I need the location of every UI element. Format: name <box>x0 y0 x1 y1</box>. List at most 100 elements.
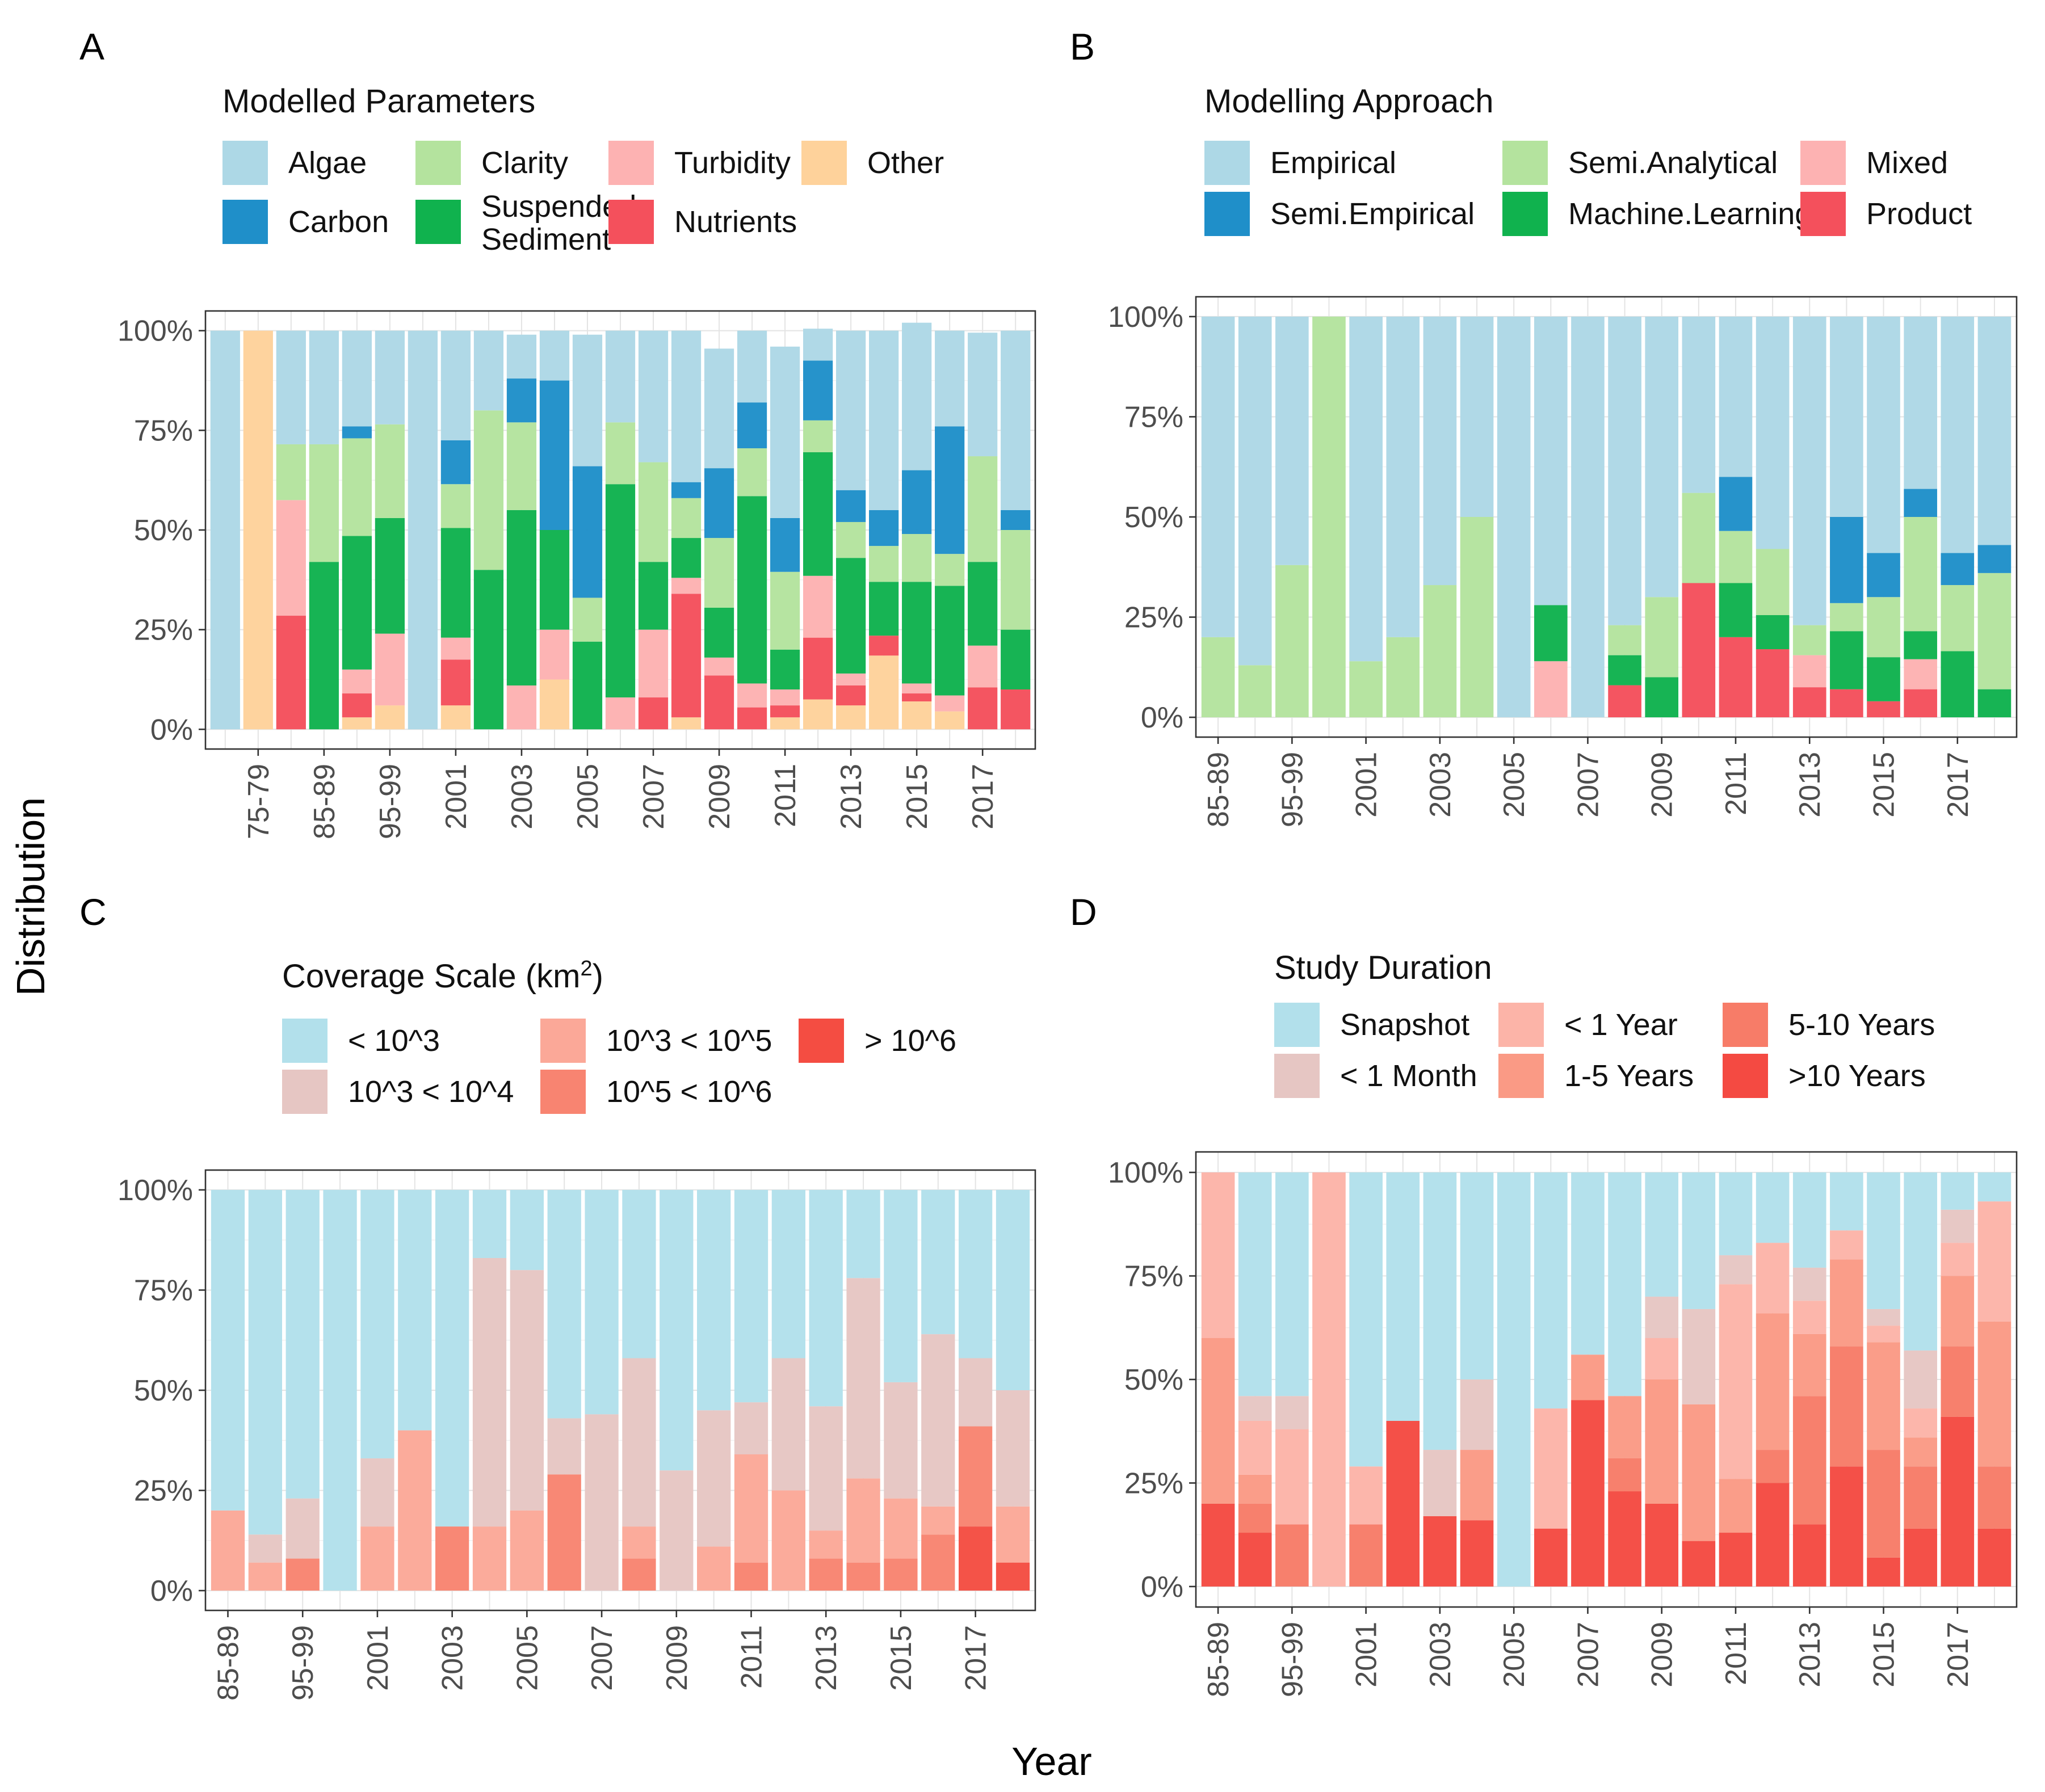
panel-a-bar-2010 <box>737 330 767 730</box>
panel-a-bar-segment-85-89-suspended-sediment <box>309 562 339 730</box>
panel-d-bar-segment-2002-snapshot <box>1386 1172 1420 1421</box>
panel-c-bar-segment-90-94-10-3-10-5 <box>248 1562 283 1591</box>
panel-c-bar-2000 <box>323 1189 357 1591</box>
panel-d-legend-label-5-10-years: 5-10 Years <box>1788 1008 1935 1042</box>
panel-c-bar-segment-2006-10-3-10-4 <box>547 1418 581 1475</box>
panel-a-bar-segment-2006-algae <box>605 330 636 423</box>
panel-b-bar-segment-2011-semi-analytical <box>1719 531 1753 583</box>
panel-b-bar-segment-2016-product <box>1904 689 1937 718</box>
panel-a-legend-label-other: Other <box>867 146 944 180</box>
panel-d-bar-segment-2016-5-10-years <box>1904 1466 1937 1529</box>
panel-a-bar-segment-2009-carbon <box>704 468 734 539</box>
panel-a-legend-item-carbon: Carbon <box>222 200 389 244</box>
panel-c-legend-item-10-5-10-6: 10^5 < 10^6 <box>540 1070 772 1114</box>
panel-d-bar-2015 <box>1867 1172 1900 1587</box>
panel-d-bar-segment-2011-snapshot <box>1719 1172 1753 1256</box>
panel-a-bar-segment-2001-turbidity <box>440 637 471 660</box>
panel-a-bar-2005 <box>572 334 603 730</box>
panel-c-bar-segment-2016-10-3-10-4 <box>921 1334 955 1507</box>
panel-b-bar-segment-2018-empirical <box>1977 316 2012 545</box>
panel-c-bar-segment-2018-10-3-10-5 <box>996 1506 1030 1563</box>
panel-c-bar-segment-2003-10-5-10-6 <box>435 1526 469 1591</box>
panel-c-legend-item-10-3: < 10^3 <box>282 1019 440 1063</box>
panel-c-x-tick-label: 85-89 <box>212 1625 245 1701</box>
panel-c-legend-label-10-5-10-6: 10^5 < 10^6 <box>606 1075 772 1109</box>
panel-a-bar-segment-2011-algae <box>770 346 800 518</box>
panel-d-x-tick-label: 2001 <box>1350 1622 1383 1688</box>
panel-b-bar-segment-2001-empirical <box>1349 316 1383 662</box>
panel-d-bar-segment-2013-1-month <box>1792 1267 1826 1301</box>
panel-c-bar-segment-2015-10-3-10-4 <box>884 1382 918 1499</box>
panel-b-x-tick-label: 2015 <box>1868 752 1901 818</box>
panel-a-legend-item-turbidity: Turbidity <box>608 141 791 185</box>
panel-b-bar-segment-2003-semi-analytical <box>1423 585 1457 718</box>
panel-a-bar-segment-2004-other <box>539 679 570 730</box>
panel-b-x-tick-label: 2005 <box>1498 752 1531 818</box>
panel-c-bar-segment-2015-10-3 <box>884 1189 918 1382</box>
panel-d-bar-segment-2018-snapshot <box>1977 1172 2012 1202</box>
panel-c-legend-item-10-6: > 10^6 <box>799 1019 956 1063</box>
panel-c-bar-segment-2011-10-3 <box>734 1189 769 1403</box>
panel-a-bar-2006 <box>605 330 636 730</box>
panel-d-legend-item-5-10-years: 5-10 Years <box>1723 1003 1935 1047</box>
panel-c-bar-segment-2006-10-5-10-6 <box>547 1474 581 1591</box>
panel-d-bar-2011 <box>1719 1172 1753 1587</box>
panel-b-legend-item-machine-learning: Machine.Learning <box>1502 192 1812 236</box>
panel-a-legend-item-nutrients: Nutrients <box>608 200 797 244</box>
panel-d-bar-segment-2009-snapshot <box>1645 1172 1679 1297</box>
panel-b-bar-segment-2014-product <box>1830 689 1863 718</box>
panel-a-bar-segment-2003-turbidity <box>506 685 537 730</box>
panel-d-bar-segment-2018-1-year <box>1977 1201 2012 1322</box>
panel-b-bar-segment-2001-semi-analytical <box>1349 661 1383 718</box>
panel-b-bar-2004 <box>1460 316 1494 718</box>
panel-b-legend-label-machine-learning: Machine.Learning <box>1568 197 1812 231</box>
panels-container: A Modelled Parameters Algae Clarity Turbidit… <box>79 26 2018 1701</box>
panel-d-legend-swatch-5-10-years <box>1723 1003 1768 1047</box>
panel-b-bar-segment-2006-machine-learning <box>1534 605 1568 662</box>
panel-d-bar-2013 <box>1792 1172 1826 1587</box>
panel-d-bar-segment-2015-1-5-years <box>1867 1342 1900 1450</box>
panel-d-bar-2008 <box>1608 1172 1641 1587</box>
panel-b-legend-item-semi-analytical: Semi.Analytical <box>1502 141 1778 185</box>
panel-b-bar-segment-2012-empirical <box>1756 316 1790 549</box>
panel-a-letter: A <box>79 26 104 68</box>
panel-c-bar-segment-2013-10-3-10-5 <box>809 1530 843 1559</box>
panel-a-bar-2013 <box>836 330 866 730</box>
panel-d-bar-2004 <box>1460 1172 1494 1587</box>
panel-c-bar-2002 <box>398 1189 432 1591</box>
panel-a-bar-segment-75-79-other <box>243 330 273 730</box>
panel-d-bar-segment-2000-1-year <box>1312 1172 1346 1587</box>
panel-d-x-tick-label: 2007 <box>1572 1622 1605 1688</box>
panel-c-x-tick-label: 2011 <box>735 1625 768 1689</box>
panel-a-bar-segment-2018-algae <box>1001 330 1031 510</box>
panel-c-bar-segment-2012-10-3-10-5 <box>771 1490 805 1591</box>
panel-b-bar-segment-2013-mixed <box>1792 655 1826 688</box>
panel-a-x-tick-label: 2001 <box>440 764 473 830</box>
panel-d-x-tick-label: 2013 <box>1794 1622 1826 1688</box>
panel-d-bar-segment-2011-1-month <box>1719 1255 1753 1285</box>
panel-c-bar-segment-85-89-10-3-10-5 <box>211 1510 245 1591</box>
panel-b-bar-2009 <box>1645 316 1679 718</box>
panel-b-bar-2002 <box>1386 316 1420 718</box>
panel-b-x-tick-label: 2011 <box>1720 752 1753 815</box>
panel-b-letter: B <box>1070 26 1095 68</box>
panel-b-x-tick-label: 2013 <box>1794 752 1826 818</box>
panel-a-bar-segment-2014-carbon <box>869 510 899 546</box>
panel-b-legend-swatch-machine-learning <box>1502 192 1548 236</box>
panel-a-bar-2009 <box>704 348 734 730</box>
panel-a-bar-segment-2017-suspended-sediment <box>968 562 998 646</box>
panel-d-bar-segment-2017-1-5-years <box>1941 1276 1975 1347</box>
panel-b-bar-segment-2012-product <box>1756 649 1790 718</box>
panel-d-bar-segment-2017-1-month <box>1941 1209 1975 1243</box>
panel-a-bar-segment-2009-clarity <box>704 538 734 608</box>
panel-a-bar-segment-2009-nutrients <box>704 675 734 730</box>
panel-a-bar-segment-2005-carbon <box>572 466 603 598</box>
panel-a-bar-segment-2004-suspended-sediment <box>539 530 570 630</box>
panel-a-bar-segment-80-84-algae <box>276 330 306 444</box>
panel-a-bar-segment-2016-turbidity <box>935 695 965 712</box>
panel-a-x-tick-label: 2005 <box>572 764 604 830</box>
panel-a-x-tick-label: 85-89 <box>308 764 341 839</box>
panel-a-bar-2015 <box>902 322 932 730</box>
panel-a-bar-segment-2016-algae <box>935 330 965 427</box>
panel-d-bar-segment-90-94-1-month <box>1238 1396 1272 1421</box>
